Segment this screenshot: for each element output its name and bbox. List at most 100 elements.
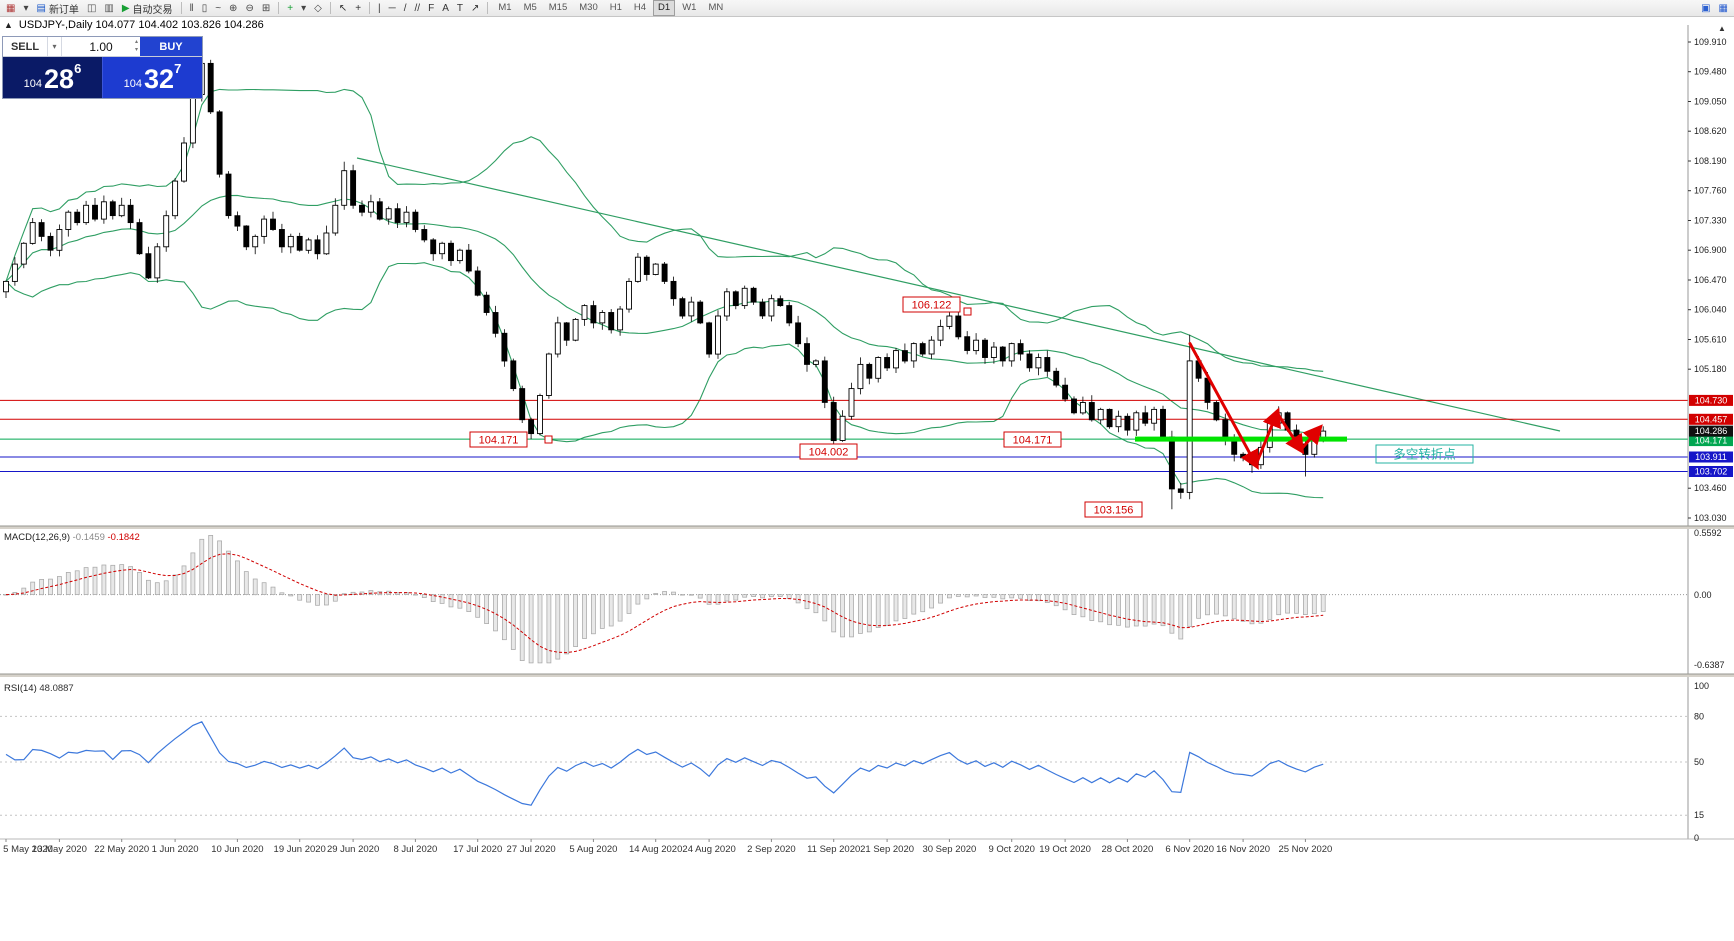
arrows-icon: ↗ xyxy=(470,2,480,14)
svg-text:11 Sep 2020: 11 Sep 2020 xyxy=(807,844,860,855)
panel-splitter[interactable] xyxy=(0,526,1734,529)
timeframe-m15[interactable]: M15 xyxy=(548,2,568,13)
bars-chart-icon[interactable]: ‖ xyxy=(187,1,197,16)
sell-button[interactable]: SELL xyxy=(3,37,47,56)
trendline-icon[interactable]: / xyxy=(401,1,410,16)
buy-price-sup: 7 xyxy=(174,61,182,76)
chart-type-dropdown[interactable]: ▾ xyxy=(20,1,31,16)
toolbar-separator xyxy=(329,2,331,14)
window-icon-1-icon: ▣ xyxy=(1701,2,1711,14)
svg-text:25 Nov 2020: 25 Nov 2020 xyxy=(1278,844,1332,855)
one-click-trading-panel: SELL ▾ 1.00 ▴ ▾ BUY 104 28 6 104 32 7 xyxy=(2,36,203,99)
svg-text:27 Jul 2020: 27 Jul 2020 xyxy=(507,844,556,855)
svg-text:5 May 2020: 5 May 2020 xyxy=(3,844,53,855)
svg-text:106.122: 106.122 xyxy=(912,300,952,312)
window-icon-1[interactable]: ▣ xyxy=(1698,1,1713,16)
spin-up-icon[interactable]: ▴ xyxy=(134,39,138,45)
candles xyxy=(3,46,1327,510)
timeframe-m30[interactable]: M30 xyxy=(579,2,598,13)
svg-text:MACD(12,26,9) -0.1459 -0.1842: MACD(12,26,9) -0.1459 -0.1842 xyxy=(4,532,140,543)
svg-text:30 Sep 2020: 30 Sep 2020 xyxy=(922,844,976,855)
horizontal-line-icon[interactable]: ─ xyxy=(386,1,399,16)
toolbar-separator xyxy=(278,2,280,14)
order-type-dropdown[interactable]: ▾ xyxy=(47,37,62,56)
toolbar-separator xyxy=(369,2,371,14)
svg-text:10 Jun 2020: 10 Jun 2020 xyxy=(211,844,263,855)
svg-text:0.5592: 0.5592 xyxy=(1694,528,1722,538)
timeframe-d1[interactable]: D1 xyxy=(653,0,676,16)
svg-text:104.171: 104.171 xyxy=(479,435,519,447)
svg-text:19 Oct 2020: 19 Oct 2020 xyxy=(1039,844,1091,855)
svg-text:19 Jun 2020: 19 Jun 2020 xyxy=(274,844,326,855)
timeframe-mn[interactable]: MN xyxy=(708,2,724,13)
timeframe-h4[interactable]: H4 xyxy=(633,2,647,13)
zoom-out-icon: ⊖ xyxy=(245,2,254,14)
volume-spinner[interactable]: ▴ ▾ xyxy=(135,38,138,54)
template-dropdown[interactable]: ◇ xyxy=(311,1,325,16)
tile-windows-icon[interactable]: ⊞ xyxy=(259,1,273,16)
svg-text:107.330: 107.330 xyxy=(1694,216,1727,226)
text-icon[interactable]: A xyxy=(439,1,452,16)
line-chart-icon[interactable]: ~ xyxy=(212,1,224,16)
cursor-icon[interactable]: ↖ xyxy=(336,1,350,16)
vertical-line-icon[interactable]: | xyxy=(375,1,384,16)
new-chart-icon[interactable]: ▦ xyxy=(3,1,18,16)
svg-text:106.900: 106.900 xyxy=(1694,245,1727,255)
svg-text:1 Jun 2020: 1 Jun 2020 xyxy=(152,844,199,855)
zoom-in-icon[interactable]: ⊕ xyxy=(226,1,240,16)
text-annotation[interactable]: 多空转折点 xyxy=(1375,444,1474,464)
candles-chart-icon[interactable]: ▯ xyxy=(199,1,211,16)
trendline-icon: / xyxy=(403,2,407,14)
panel-splitter[interactable] xyxy=(0,674,1734,677)
sell-price-sup: 6 xyxy=(74,61,82,76)
descending-trendline[interactable] xyxy=(356,157,1561,432)
price-label-boxes[interactable]: 106.122 104.171 104.002 104.171 103.156 xyxy=(469,296,1143,518)
bollinger-bands xyxy=(5,88,1324,499)
timeframe-h1[interactable]: H1 xyxy=(609,2,622,13)
sell-price-button[interactable]: 104 28 6 xyxy=(3,57,102,98)
window-icon-2[interactable]: ▦ xyxy=(1716,1,1731,16)
buy-button[interactable]: BUY xyxy=(140,37,202,56)
zoom-out-icon[interactable]: ⊖ xyxy=(242,1,256,16)
svg-text:21 Sep 2020: 21 Sep 2020 xyxy=(860,844,914,855)
new-order-button[interactable]: ▤ 新订单 xyxy=(33,1,81,16)
toolbar-separator xyxy=(180,2,182,14)
add-indicator-button[interactable]: + xyxy=(284,1,296,16)
timeframe-m5[interactable]: M5 xyxy=(523,2,537,13)
autotrade-button[interactable]: ▶ 自动交易 xyxy=(119,1,176,16)
svg-text:0: 0 xyxy=(1694,833,1699,843)
bars-chart-icon: ‖ xyxy=(189,2,194,14)
buy-price-button[interactable]: 104 32 7 xyxy=(102,57,202,98)
price-axis[interactable]: 109.910 109.480 109.050 108.620 108.190 107.7… xyxy=(1687,24,1733,839)
label-icon[interactable]: T xyxy=(454,1,466,16)
chart-canvas[interactable]: 106.122 104.171 104.002 104.171 103.156 多空转折点… xyxy=(0,17,1734,941)
arrows-icon[interactable]: ↗ xyxy=(468,1,482,16)
svg-text:9 Oct 2020: 9 Oct 2020 xyxy=(988,844,1034,855)
svg-text:104.730: 104.730 xyxy=(1695,395,1728,405)
indicator-dropdown[interactable]: ▾ xyxy=(298,1,309,16)
svg-text:105.180: 105.180 xyxy=(1694,364,1727,374)
template-dropdown-icon: ◇ xyxy=(314,2,322,14)
timeframe-w1[interactable]: W1 xyxy=(682,2,697,13)
autotrade-button-icon: ▶ xyxy=(121,2,130,14)
fibonacci-icon[interactable]: F xyxy=(425,1,437,16)
profiles-icon[interactable]: ▥ xyxy=(101,1,116,16)
svg-text:103.156: 103.156 xyxy=(1094,505,1134,517)
channel-icon[interactable]: // xyxy=(412,1,424,16)
timeframe-m1[interactable]: M1 xyxy=(498,2,512,13)
add-indicator-button-icon: + xyxy=(287,2,294,14)
spin-down-icon[interactable]: ▾ xyxy=(134,47,138,53)
chart-windows-icon[interactable]: ◫ xyxy=(84,1,99,16)
scroll-to-end-icon[interactable]: ▲ xyxy=(1718,24,1726,33)
trend-arrows[interactable] xyxy=(1188,342,1323,470)
chart-title-overlay: USDJPY-,Daily 104.077 104.402 103.826 10… xyxy=(18,19,264,31)
svg-text:104.457: 104.457 xyxy=(1695,414,1728,424)
rsi-panel: RSI(14) 48.0887 100 80 50 15 0 xyxy=(0,681,1709,843)
svg-text:22 May 2020: 22 May 2020 xyxy=(94,844,149,855)
crosshair-icon[interactable]: + xyxy=(352,1,364,16)
volume-input[interactable]: 1.00 ▴ ▾ xyxy=(62,37,140,56)
svg-text:104.286: 104.286 xyxy=(1695,426,1728,436)
one-click-toggle[interactable]: ▲ xyxy=(4,20,13,30)
